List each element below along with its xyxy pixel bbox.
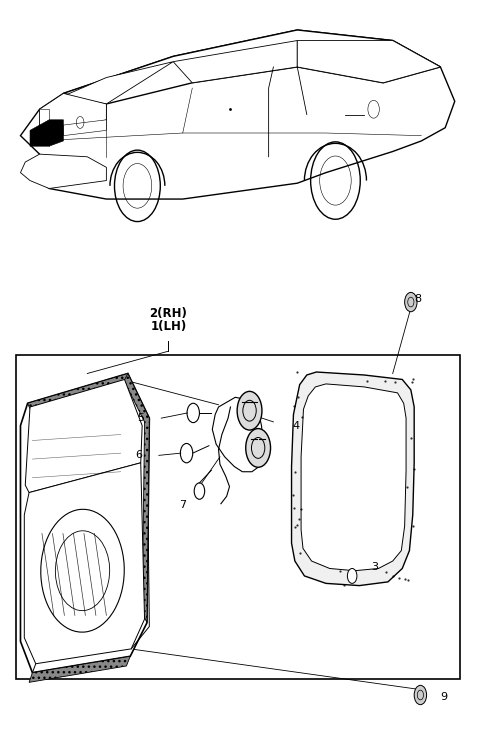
Text: 3: 3 bbox=[371, 562, 378, 572]
Text: 7: 7 bbox=[179, 500, 186, 510]
Polygon shape bbox=[297, 40, 441, 83]
Polygon shape bbox=[24, 463, 144, 664]
Polygon shape bbox=[63, 30, 441, 104]
Polygon shape bbox=[21, 374, 149, 673]
Circle shape bbox=[405, 292, 417, 311]
Text: 4: 4 bbox=[292, 421, 300, 430]
Polygon shape bbox=[124, 374, 149, 623]
Polygon shape bbox=[29, 657, 130, 682]
Polygon shape bbox=[173, 40, 297, 83]
Text: 1(LH): 1(LH) bbox=[150, 320, 187, 332]
Circle shape bbox=[414, 685, 427, 704]
Polygon shape bbox=[25, 379, 142, 492]
Polygon shape bbox=[63, 120, 107, 136]
Circle shape bbox=[237, 391, 262, 430]
Polygon shape bbox=[291, 372, 414, 586]
Polygon shape bbox=[63, 62, 173, 104]
Text: 5: 5 bbox=[138, 413, 144, 423]
Polygon shape bbox=[39, 93, 107, 131]
Polygon shape bbox=[301, 384, 406, 571]
Circle shape bbox=[246, 429, 271, 468]
Bar bbox=[16, 355, 459, 678]
Text: 8: 8 bbox=[414, 294, 421, 304]
Polygon shape bbox=[30, 120, 63, 146]
Polygon shape bbox=[21, 30, 455, 199]
Text: 9: 9 bbox=[441, 692, 447, 702]
Polygon shape bbox=[28, 374, 132, 415]
Circle shape bbox=[348, 568, 357, 583]
Polygon shape bbox=[212, 397, 263, 472]
Polygon shape bbox=[21, 154, 107, 188]
Text: 2(RH): 2(RH) bbox=[149, 307, 187, 320]
Text: 6: 6 bbox=[135, 450, 142, 460]
